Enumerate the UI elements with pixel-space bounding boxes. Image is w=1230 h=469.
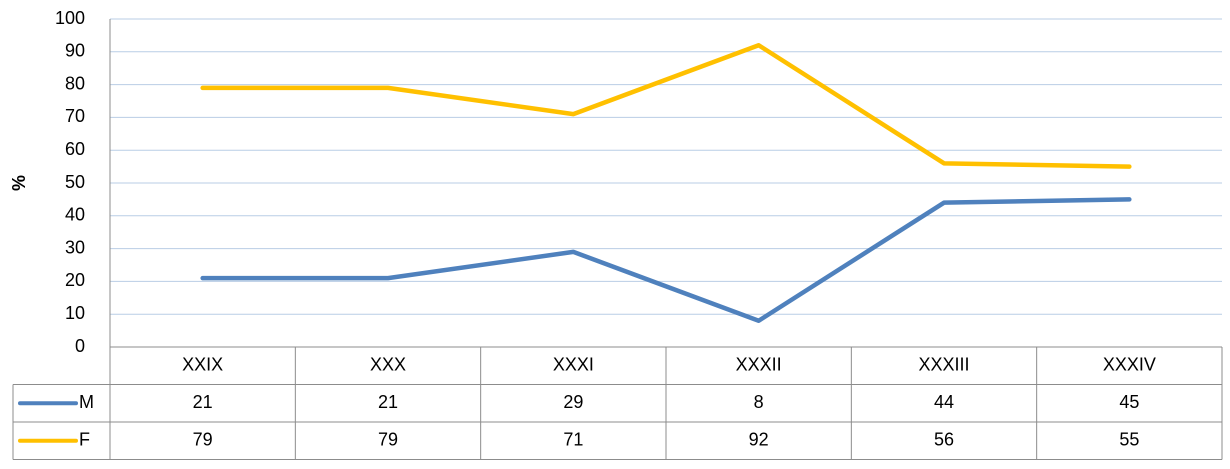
- x-tick-label: XXXIV: [1103, 355, 1156, 375]
- table-value: 55: [1119, 430, 1139, 450]
- table-value: 8: [754, 392, 764, 412]
- table-value: 21: [378, 392, 398, 412]
- line-series: [200, 197, 1132, 324]
- x-tick-label: XXX: [370, 355, 406, 375]
- y-tick-label: 60: [65, 139, 85, 159]
- y-tick-label: 100: [55, 8, 85, 28]
- table-value: 79: [378, 430, 398, 450]
- table-value: 21: [193, 392, 213, 412]
- x-tick-label: XXIX: [182, 355, 223, 375]
- y-tick-label: 20: [65, 270, 85, 290]
- legend-label: M: [79, 392, 94, 412]
- y-tick-label: 40: [65, 205, 85, 225]
- y-tick-label: 70: [65, 106, 85, 126]
- table-value: 92: [749, 430, 769, 450]
- y-axis-label: %: [9, 175, 29, 191]
- x-tick-label: XXXI: [553, 355, 594, 375]
- y-tick-label: 0: [75, 336, 85, 356]
- y-tick-label: 80: [65, 73, 85, 93]
- x-tick-label: XXXII: [736, 355, 782, 375]
- x-tick-label: XXXIII: [918, 355, 969, 375]
- y-tick-label: 90: [65, 41, 85, 61]
- y-tick-label: 30: [65, 237, 85, 257]
- table-value: 56: [934, 430, 954, 450]
- line-series: [200, 42, 1132, 169]
- y-tick-label: 10: [65, 303, 85, 323]
- table-value: 71: [563, 430, 583, 450]
- table-value: 44: [934, 392, 954, 412]
- legend-label: F: [79, 430, 90, 450]
- y-tick-label: 50: [65, 172, 85, 192]
- table-value: 45: [1119, 392, 1139, 412]
- table-value: 29: [563, 392, 583, 412]
- table-value: 79: [193, 430, 213, 450]
